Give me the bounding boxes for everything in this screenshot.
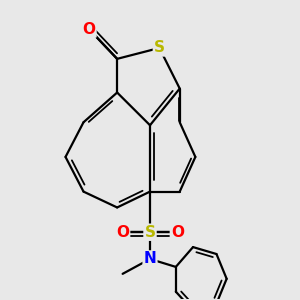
Text: O: O <box>82 22 95 37</box>
Text: S: S <box>154 40 165 56</box>
Text: S: S <box>145 225 155 240</box>
Text: O: O <box>171 225 184 240</box>
Text: O: O <box>116 225 129 240</box>
Text: N: N <box>144 251 156 266</box>
